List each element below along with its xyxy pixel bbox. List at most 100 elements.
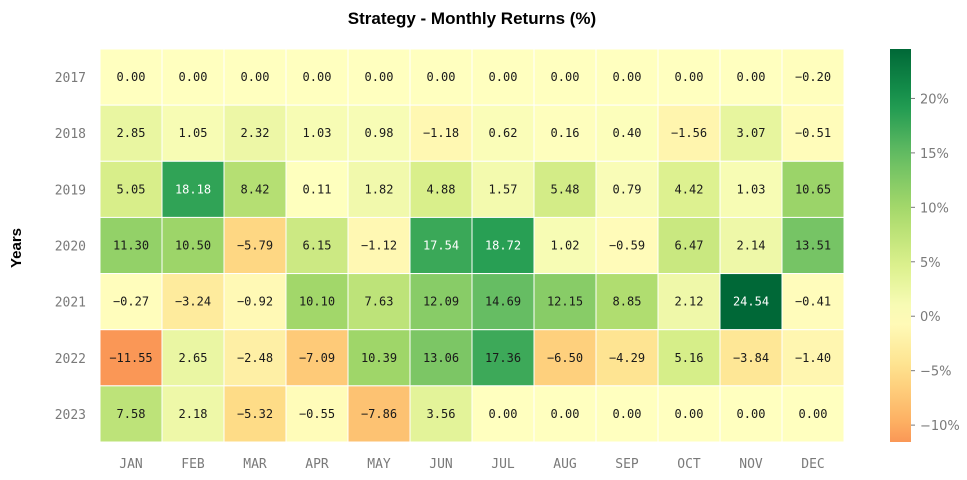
cell-value-label: 18.72 (485, 239, 521, 253)
colorbar-tick-label: 20% (920, 92, 949, 107)
cell-value-label: 13.51 (795, 239, 831, 253)
heatmap-cell (719, 104, 783, 162)
cell-value-label: 5.05 (117, 182, 146, 196)
cell-value-label: 2.18 (179, 407, 208, 421)
cell-value-label: 10.39 (361, 351, 397, 365)
cell-value-label: 0.00 (489, 407, 518, 421)
cell-value-label: 13.06 (423, 351, 459, 365)
x-axis-ticks: JAN FEB MAR APR MAY JUN JUL AUG SEP OCT NOV DEC (119, 457, 824, 472)
heatmap-cell (99, 216, 163, 275)
y-tick-label: 2018 (55, 127, 86, 142)
cell-value-label: 8.85 (613, 295, 642, 309)
cell-value-label: 4.42 (675, 182, 704, 196)
cell-value-label: 17.36 (485, 351, 521, 365)
cell-value-label: 7.58 (117, 407, 146, 421)
heatmap-cell (161, 48, 225, 106)
cell-value-label: 5.48 (551, 182, 580, 196)
heatmap-cell (99, 273, 163, 331)
heatmap-cell (285, 329, 349, 387)
heatmap-cell (347, 385, 411, 443)
heatmap-cell (99, 48, 163, 106)
cell-value-label: 0.40 (613, 126, 642, 140)
y-tick-label: 2020 (55, 240, 86, 255)
cell-value-label: 12.15 (547, 295, 583, 309)
heatmap-cell (533, 48, 597, 106)
cell-value-label: 0.98 (365, 126, 394, 140)
chart-title: Strategy - Monthly Returns (%) (348, 9, 596, 28)
cell-value-label: 1.03 (737, 182, 766, 196)
heatmap-cell (471, 385, 535, 443)
y-tick-label: 2019 (55, 183, 86, 198)
heatmap-cell (595, 385, 659, 443)
heatmap-cell (409, 273, 473, 331)
heatmap-cell (285, 385, 349, 443)
heatmap-cell (471, 160, 535, 218)
colorbar-tick-label: −5% (920, 365, 952, 380)
cell-value-label: −0.41 (795, 295, 831, 309)
heatmap-cell (99, 329, 163, 387)
heatmap-cell (99, 160, 163, 218)
heatmap-cell (657, 48, 721, 106)
cell-value-label: 5.16 (675, 351, 704, 365)
cell-value-label: 3.07 (737, 126, 766, 140)
cell-value-label: 0.00 (241, 70, 270, 84)
cell-value-label: 2.12 (675, 295, 704, 309)
cell-value-label: 2.14 (737, 239, 766, 253)
cell-value-label: 18.18 (175, 182, 211, 196)
heatmap-cell (347, 273, 411, 331)
heatmap-cell (223, 48, 287, 106)
heatmap-cell (657, 216, 721, 275)
cell-value-label: 0.79 (613, 182, 642, 196)
cell-value-label: −0.92 (237, 295, 273, 309)
x-tick-label: OCT (677, 457, 701, 472)
cell-value-label: 17.54 (423, 239, 459, 253)
x-tick-label: NOV (739, 457, 763, 472)
heatmap-cell (657, 104, 721, 162)
heatmap-cell (409, 216, 473, 275)
heatmap-cell (347, 160, 411, 218)
colorbar-gradient (890, 49, 911, 442)
heatmap-cell (781, 48, 845, 106)
cell-value-label: 1.02 (551, 239, 580, 253)
cell-value-label: 1.57 (489, 182, 518, 196)
heatmap-cell (533, 273, 597, 331)
heatmap-cell (471, 216, 535, 275)
cell-value-label: 8.42 (241, 182, 270, 196)
cell-value-label: 10.10 (299, 295, 335, 309)
heatmap-cell (657, 385, 721, 443)
heatmap-cell (409, 104, 473, 162)
heatmap-cell (223, 216, 287, 275)
cell-value-label: 0.00 (737, 407, 766, 421)
heatmap-cell (781, 160, 845, 218)
cell-value-label: 10.50 (175, 239, 211, 253)
cell-value-label: 0.11 (303, 182, 332, 196)
cell-value-label: −7.86 (361, 407, 397, 421)
cell-value-label: −1.56 (671, 126, 707, 140)
colorbar-tick-label: 10% (920, 201, 949, 216)
y-tick-label: 2017 (55, 71, 86, 86)
heatmap-cell (595, 329, 659, 387)
heatmap-cell (471, 104, 535, 162)
cell-value-label: −0.20 (795, 70, 831, 84)
cell-value-label: 0.62 (489, 126, 518, 140)
heatmap-cell (719, 385, 783, 443)
cell-value-label: −0.51 (795, 126, 831, 140)
cell-value-label: 11.30 (113, 239, 149, 253)
heatmap-cells: 0.00 0.00 0.00 0.00 0.00 0.00 0.00 0.00 0.00 0.00… (99, 48, 845, 443)
heatmap-cell (409, 329, 473, 387)
cell-value-label: 0.00 (675, 70, 704, 84)
colorbar-tick-label: 5% (920, 256, 941, 271)
cell-value-label: −5.32 (237, 407, 273, 421)
cell-value-label: 0.00 (675, 407, 704, 421)
cell-value-label: 0.00 (365, 70, 394, 84)
cell-value-label: 6.47 (675, 239, 704, 253)
cell-value-label: 1.82 (365, 182, 394, 196)
heatmap-cell (285, 216, 349, 275)
cell-value-label: 0.00 (117, 70, 146, 84)
heatmap-cell (595, 216, 659, 275)
heatmap-cell (223, 273, 287, 331)
heatmap-cell (285, 104, 349, 162)
cell-value-label: 0.00 (551, 70, 580, 84)
cell-value-label: −0.55 (299, 407, 335, 421)
cell-value-label: −6.50 (547, 351, 583, 365)
